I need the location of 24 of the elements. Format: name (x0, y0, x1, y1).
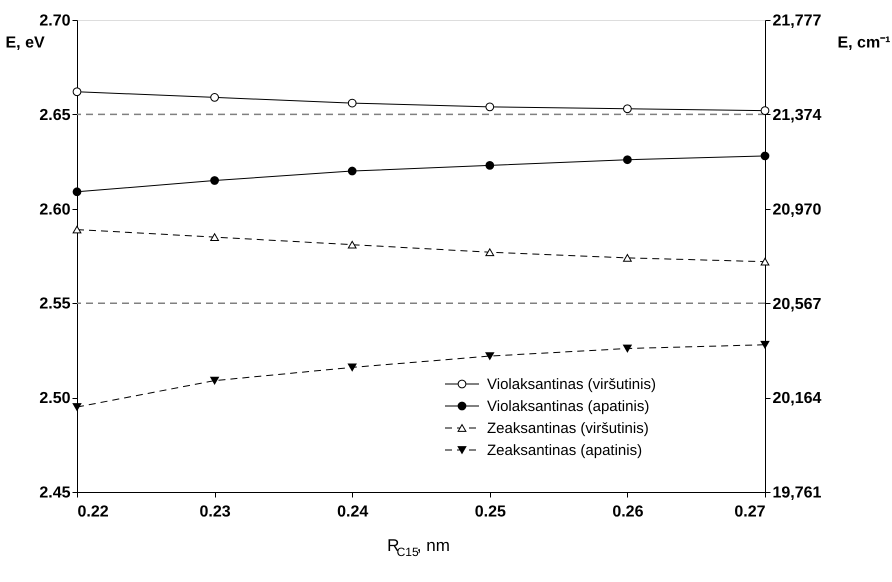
y2-tick-label: 20,567 (772, 296, 822, 313)
legend-label: Zeaksantinas (apatinis) (487, 442, 642, 459)
y2-tick-label: 20,970 (772, 201, 822, 218)
legend-label: Violaksantinas (viršutinis) (487, 376, 656, 393)
y2-tick-label: 19,761 (772, 484, 822, 502)
x-tick-label: 0.23 (200, 504, 231, 520)
y2-tick-label: 20,164 (772, 390, 822, 408)
legend-label: Violaksantinas (apatinis) (487, 398, 650, 415)
y2-axis-title: E, cm⁻¹ (837, 34, 890, 52)
y-tick-label: 2.45 (39, 484, 71, 502)
y-tick-label: 2.50 (39, 390, 71, 408)
y-tick-label: 2.55 (39, 296, 71, 313)
x-tick-label: 0.24 (337, 504, 368, 520)
legend-label: Zeaksantinas (viršutinis) (487, 420, 649, 437)
x-tick-label: 0.22 (78, 504, 109, 520)
x-tick-label: 0.27 (734, 504, 766, 520)
x-tick-label: 0.26 (612, 504, 644, 520)
y-axis-title: E, eV (6, 34, 45, 52)
y-tick-label: 2.60 (39, 201, 71, 218)
y2-tick-label: 21,374 (772, 106, 822, 124)
y-tick-label: 2.65 (39, 106, 71, 124)
y-tick-label: 2.70 (39, 12, 71, 30)
y2-tick-label: 21,777 (772, 12, 822, 30)
x-tick-label: 0.25 (474, 504, 506, 520)
